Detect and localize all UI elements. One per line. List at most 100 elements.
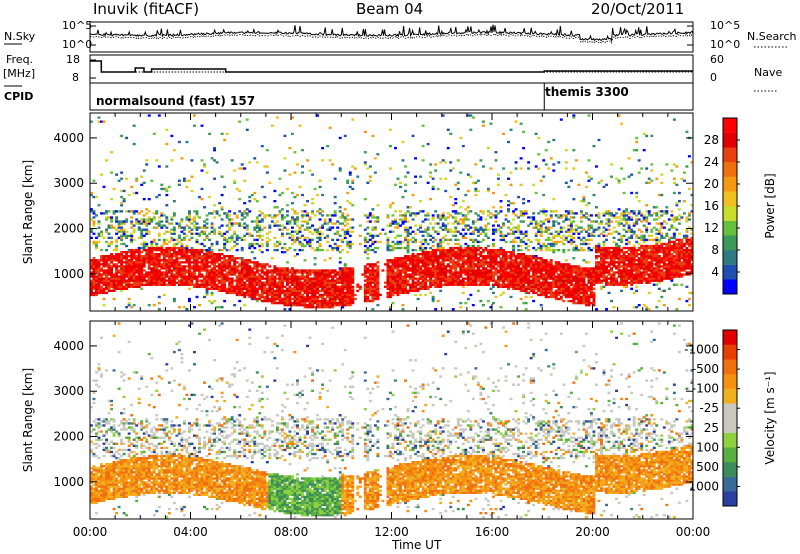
heatmap-cell [512,495,516,499]
heatmap-cell [373,442,377,445]
heatmap-cell [187,430,191,433]
heatmap-cell [391,418,395,421]
heatmap-cell [245,432,249,435]
heatmap-cell [474,420,478,423]
heatmap-cell [293,452,297,456]
heatmap-cell [195,456,199,460]
heatmap-cell [160,454,164,458]
heatmap-cell [471,440,475,443]
heatmap-cell [399,418,402,421]
heatmap-cell [416,495,420,499]
heatmap-cell [502,463,505,466]
heatmap-cell [278,487,282,490]
heatmap-cell [223,497,227,501]
heatmap-cell [411,483,415,486]
heatmap-cell [182,430,186,433]
heatmap-cell [461,448,465,452]
heatmap-cell [145,385,149,388]
heatmap-cell [311,481,315,484]
heatmap-cell [140,479,144,482]
heatmap-cell [441,456,445,460]
heatmap-cell [562,448,566,452]
heatmap-cell [152,475,156,478]
heatmap-cell [306,424,309,427]
heatmap-cell [97,477,101,480]
heatmap-cell [426,420,430,423]
heatmap-cell [497,491,500,494]
heatmap-cell [492,473,495,476]
heatmap-cell [298,450,302,454]
heatmap-cell [253,442,257,445]
heatmap-cell [308,501,312,505]
heatmap-cell [92,467,96,470]
heatmap-cell [507,481,510,484]
heatmap-cell [388,479,392,482]
heatmap-cell [474,475,478,478]
heatmap-cell [532,493,536,496]
heatmap-cell [280,475,284,478]
heatmap-cell [243,485,247,488]
heatmap-cell [238,469,242,472]
heatmap-cell [90,487,93,490]
heatmap-cell [117,424,121,427]
heatmap-cell [180,509,184,513]
heatmap-cell [235,361,239,364]
heatmap-cell [436,450,440,454]
heatmap-cell [122,379,126,382]
heatmap-cell [522,489,526,492]
heatmap-cell [489,450,493,454]
heatmap-cell [260,391,264,395]
heatmap-cell [494,442,498,445]
heatmap-cell [182,463,186,466]
heatmap-cell [95,483,98,486]
heatmap-cell [117,322,121,325]
heatmap-cell [406,473,410,476]
heatmap-cell [240,430,244,433]
heatmap-cell [187,369,191,372]
heatmap-cell [308,422,312,425]
heatmap-cell [414,469,418,472]
heatmap-cell [308,481,312,484]
heatmap-cell [524,463,528,466]
heatmap-cell [411,446,415,450]
heatmap-cell [446,483,450,486]
heatmap-cell [205,467,209,470]
heatmap-cell [519,495,523,499]
heatmap-cell [157,424,161,427]
heatmap-cell [140,461,144,464]
heatmap-cell [366,452,370,456]
heatmap-cell [147,491,151,494]
heatmap-cell [208,422,211,425]
heatmap-cell [157,475,161,478]
heatmap-cell [195,422,199,425]
heatmap-cell [142,444,146,448]
heatmap-cell [175,489,179,492]
heatmap-cell [368,448,372,452]
heatmap-cell [567,481,571,484]
heatmap-cell [213,467,217,470]
heatmap-cell [125,483,129,486]
heatmap-cell [537,438,541,441]
heatmap-cell [564,438,568,441]
heatmap-cell [373,473,377,476]
heatmap-cell [260,475,264,478]
heatmap-cell [547,440,551,443]
heatmap-cell [205,483,209,486]
heatmap-cell [366,495,370,499]
heatmap-cell [338,507,342,511]
heatmap-cell [481,440,485,443]
heatmap-cell [203,397,206,401]
heatmap-cell [509,430,513,433]
heatmap-cell [539,495,543,499]
heatmap-cell [569,420,573,423]
heatmap-cell [504,434,508,437]
heatmap-cell [238,483,242,486]
heatmap-cell [293,420,297,423]
heatmap-cell [243,491,247,494]
heatmap-cell [170,454,174,458]
heatmap-cell [486,438,490,441]
heatmap-cell [336,503,340,507]
heatmap-cell [394,379,397,382]
heatmap-cell [145,483,149,486]
heatmap-cell [441,467,445,470]
